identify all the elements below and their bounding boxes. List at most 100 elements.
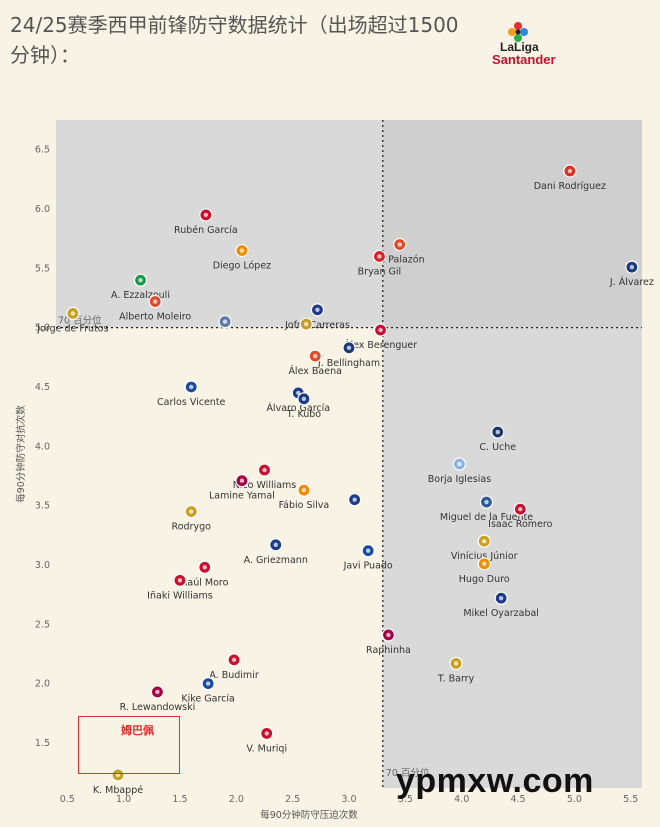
point-label: Javi Puado [343, 561, 393, 572]
club-badge-inner [518, 506, 523, 512]
club-badge-inner [482, 539, 487, 544]
data-point: Raúl Moro [181, 560, 229, 588]
club-badge-inner [273, 542, 278, 547]
point-label: Isaac Romero [488, 519, 552, 530]
data-point: V. Muriqi [246, 726, 287, 754]
data-point: Jorge de Frutos [36, 306, 109, 334]
data-point: Javi Puado [343, 544, 393, 572]
data-point: J. Bellingham [317, 341, 380, 369]
club-badge-inner [155, 689, 160, 695]
point-label: Borja Iglesias [428, 474, 491, 485]
data-point: Nico Williams [233, 463, 296, 491]
plot-background [56, 120, 642, 788]
y-tick-label: 6.0 [35, 204, 50, 215]
club-badge-inner [629, 264, 635, 270]
laliga-logo-icon [508, 22, 528, 42]
club-badge-inner [386, 632, 391, 638]
club-badge-inner [296, 390, 301, 396]
point-label: Álvaro García [266, 402, 330, 414]
y-tick-label: 3.0 [35, 560, 50, 571]
club-badge-inner [177, 578, 183, 583]
logo-text-laliga: LaLiga [500, 40, 539, 54]
quadrant-top-right [382, 120, 642, 328]
point-label: Álex Berenguer [344, 339, 417, 351]
point-label: Alberto Moleiro [119, 312, 191, 323]
club-badge-inner [457, 461, 462, 467]
club-badge-inner [567, 168, 573, 174]
point-label: T. Barry [437, 673, 475, 684]
logo-text-santander: Santander [492, 52, 556, 67]
data-points: Dani Rodríguez Rubén García Isi Palazón Die… [36, 164, 654, 796]
point-label: V. Muriqi [246, 743, 287, 754]
point-label: A. Budimir [209, 670, 258, 681]
club-badge-inner [498, 595, 504, 601]
data-point: J. Álvarez [609, 260, 654, 288]
club-badge-inner [231, 657, 237, 663]
club-badge-inner [239, 248, 245, 253]
club-badge-inner [205, 681, 211, 686]
x-tick-label: 2.0 [229, 794, 244, 805]
data-point [348, 493, 362, 507]
data-point: Rubén García [174, 208, 238, 236]
point-label: A. Ezzalzouli [111, 290, 170, 301]
x-tick-label: 3.0 [341, 794, 356, 805]
point-label: Vinícius Júnior [451, 551, 518, 562]
data-point: T. Barry [437, 656, 475, 684]
point-label: Miguel de la Fuente [440, 512, 533, 523]
y-tick-label: 6.5 [35, 145, 50, 156]
club-badge-inner [222, 319, 228, 324]
point-label: K. Mbappé [93, 785, 143, 796]
data-point: C. Uche [479, 425, 516, 453]
data-point: Álex Berenguer [344, 323, 417, 351]
club-badge-inner [482, 561, 487, 566]
club-badge-inner [312, 353, 318, 359]
data-point: Álex Baena [288, 349, 342, 377]
point-label: Dani Rodríguez [534, 181, 606, 192]
quadrant-bottom-right [382, 327, 642, 788]
club-badge-inner [189, 384, 194, 390]
y-tick-label: 4.0 [35, 441, 50, 452]
chart-title: 24/25赛季西甲前锋防守数据统计（出场超过1500分钟）： [10, 13, 459, 67]
point-label: Álex Baena [288, 365, 341, 377]
point-label: Rubén García [174, 225, 238, 236]
watermark-text: ypmxw.com [396, 762, 594, 800]
highlight-box [78, 716, 180, 774]
point-label: Kike García [181, 694, 234, 705]
club-badge-inner [315, 307, 320, 313]
point-label: Fábio Silva [279, 500, 330, 511]
data-point: Diego López [213, 243, 271, 272]
club-badge-inner [346, 345, 352, 351]
x-tick-label: 5.0 [567, 794, 582, 805]
y-tick-label: 5.0 [35, 323, 50, 334]
club-badge-inner [138, 277, 143, 283]
x-tick-label: 4.0 [454, 794, 469, 805]
data-point: Iñaki Williams [147, 573, 213, 601]
club-badge-inner [262, 467, 267, 473]
x-axis-title: 每90分钟防守压迫次数 [260, 809, 358, 821]
club-badge-inner [365, 548, 371, 553]
data-point: Borja Iglesias [428, 457, 491, 485]
data-point: Carlos Vicente [157, 380, 226, 408]
point-label: A. Griezmann [244, 555, 308, 566]
data-point: Hugo Duro [459, 557, 510, 585]
data-point: Lamine Yamal [209, 474, 275, 502]
data-point: Jofre Carreras [284, 303, 350, 331]
point-label: J. Álvarez [609, 276, 654, 288]
club-badge-inner [377, 254, 382, 259]
point-label: Diego López [213, 261, 271, 272]
x-tick-label: 1.0 [116, 794, 131, 805]
data-point: R. Lewandowski [120, 685, 196, 713]
club-badge-inner [203, 212, 209, 218]
point-label: Rodrygo [172, 522, 212, 533]
data-point: Vinícius Júnior [451, 534, 518, 562]
point-label: Raphinha [366, 645, 411, 656]
point-label: R. Lewandowski [120, 702, 196, 713]
club-badge-inner [352, 497, 357, 502]
point-label: T. Kubo [286, 409, 322, 420]
club-badge-inner [202, 565, 207, 570]
data-point: Rodrygo [172, 504, 212, 533]
data-point: Raphinha [366, 628, 411, 656]
point-label: Jofre Carreras [284, 320, 350, 331]
y-tick-label: 4.5 [35, 382, 50, 393]
data-point: Fábio Silva [279, 483, 330, 511]
